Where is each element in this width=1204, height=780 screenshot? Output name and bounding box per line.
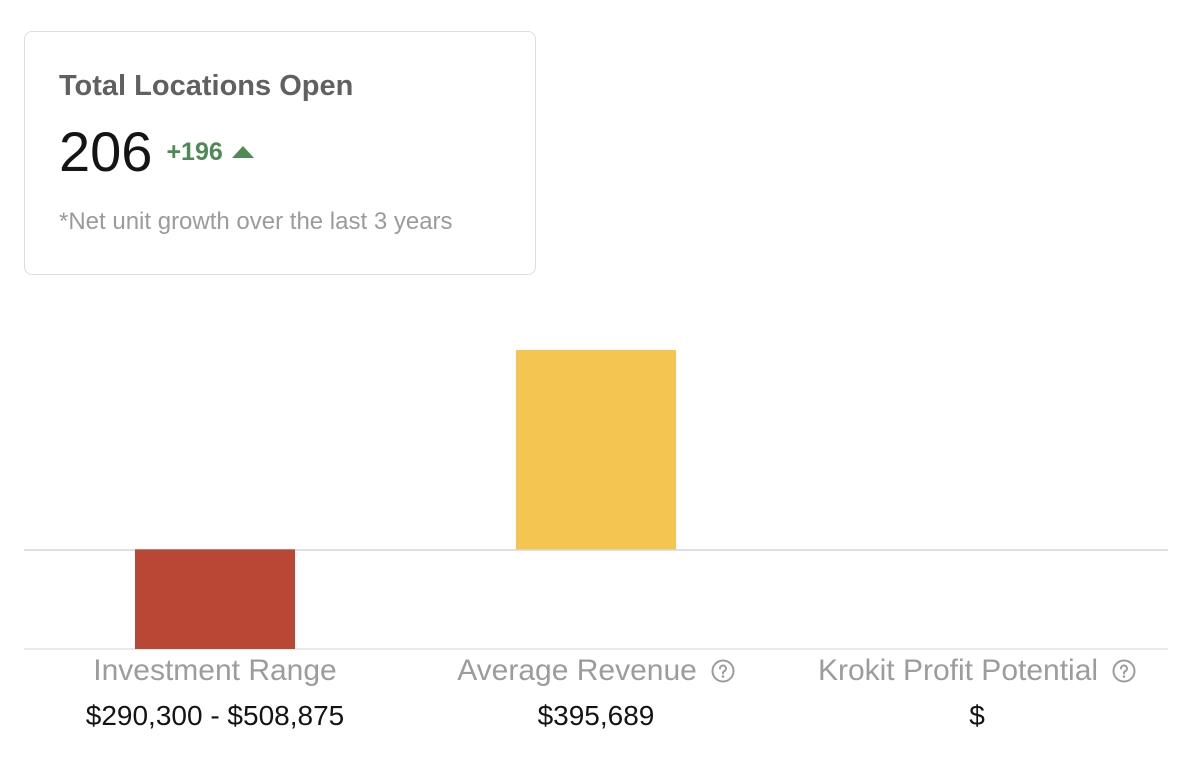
card-title: Total Locations Open xyxy=(59,70,354,102)
bar-average-revenue xyxy=(516,350,676,550)
category-label: Average Revenue xyxy=(416,654,776,688)
triangle-up-icon xyxy=(231,146,254,158)
category-value: $290,300 - $508,875 xyxy=(85,700,345,731)
category-label-text: Investment Range xyxy=(93,654,337,687)
card-value-row: 206 +196 xyxy=(59,124,255,180)
category-label: Investment Range xyxy=(35,654,395,688)
category-label: Krokit Profit Potential xyxy=(797,654,1157,688)
growth-badge: +196 xyxy=(166,138,254,167)
category-value: $395,689 xyxy=(537,700,655,731)
locations-count: 206 xyxy=(59,120,153,183)
category-label-text: Krokit Profit Potential xyxy=(817,654,1099,687)
locations-card: Total Locations Open 206 +196 *Net unit … xyxy=(24,31,536,275)
help-icon[interactable] xyxy=(711,659,735,683)
category-label-text: Average Revenue xyxy=(457,654,697,687)
help-icon[interactable] xyxy=(1112,659,1136,683)
bar-investment-range xyxy=(135,549,295,649)
card-footnote: *Net unit growth over the last 3 years xyxy=(59,208,453,235)
growth-value: +196 xyxy=(166,137,223,166)
category-value: $ xyxy=(969,700,985,731)
